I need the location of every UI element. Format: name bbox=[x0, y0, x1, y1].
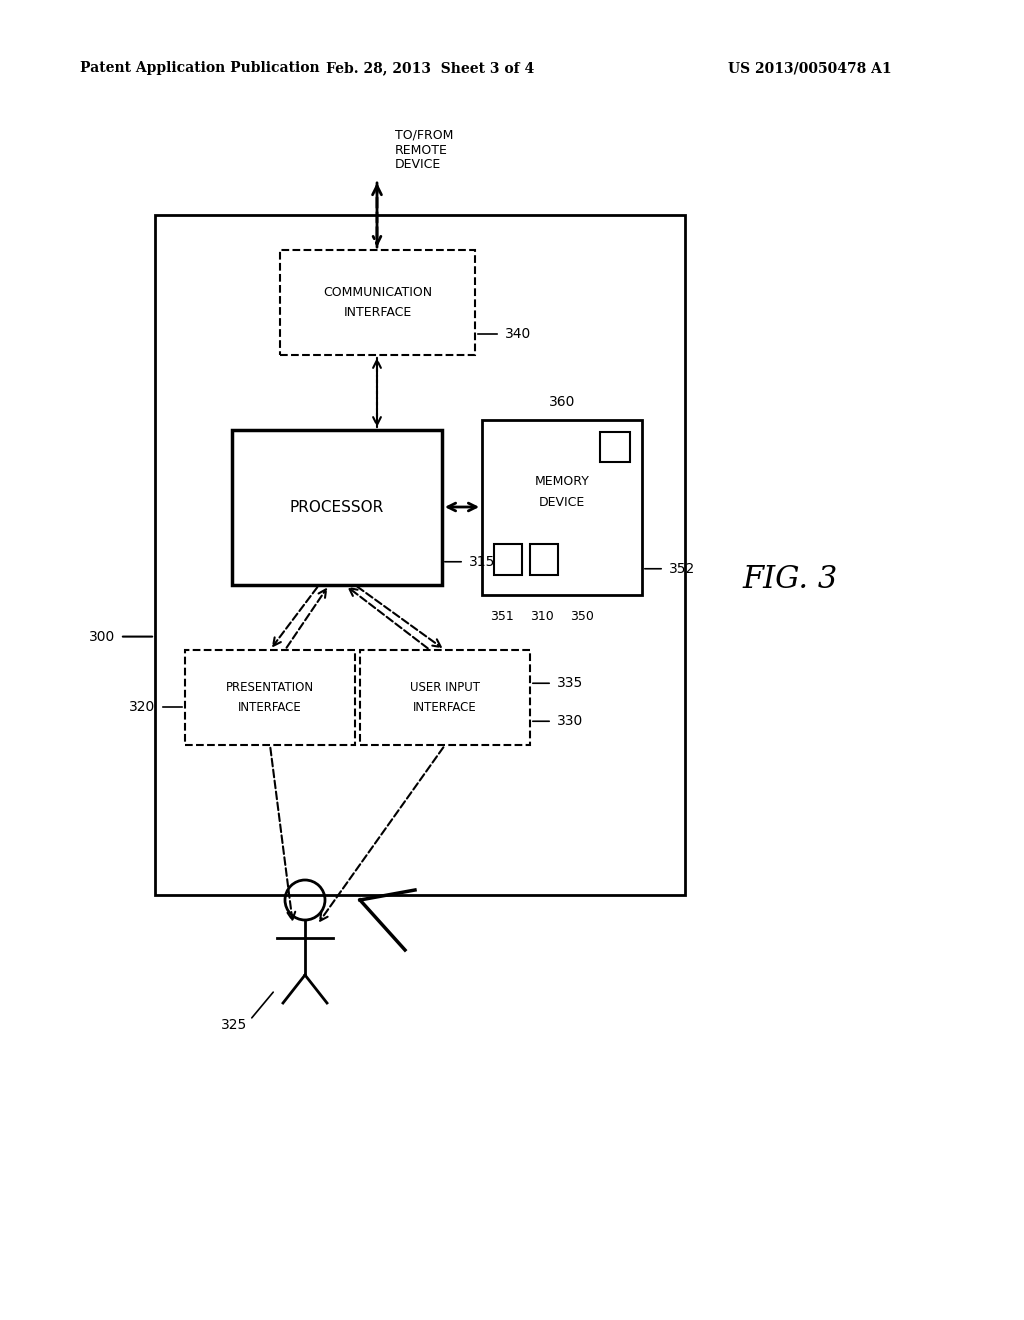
Text: PRESENTATION: PRESENTATION bbox=[226, 681, 314, 694]
Text: 330: 330 bbox=[557, 714, 584, 729]
Bar bbox=[494, 544, 522, 576]
Bar bbox=[600, 432, 630, 462]
Text: DEVICE: DEVICE bbox=[395, 158, 441, 172]
Bar bbox=[360, 649, 530, 744]
Bar bbox=[482, 420, 642, 595]
Text: COMMUNICATION: COMMUNICATION bbox=[323, 286, 432, 300]
Text: FIG. 3: FIG. 3 bbox=[742, 565, 838, 595]
Text: INTERFACE: INTERFACE bbox=[239, 701, 302, 714]
Bar bbox=[280, 249, 475, 355]
Text: 320: 320 bbox=[129, 700, 155, 714]
Text: MEMORY: MEMORY bbox=[535, 475, 590, 488]
Text: 310: 310 bbox=[530, 610, 554, 623]
Text: PROCESSOR: PROCESSOR bbox=[290, 500, 384, 515]
Text: Patent Application Publication: Patent Application Publication bbox=[80, 61, 319, 75]
Text: 315: 315 bbox=[469, 554, 496, 569]
Text: TO/FROM: TO/FROM bbox=[395, 128, 454, 141]
Text: 352: 352 bbox=[669, 562, 695, 576]
Text: 335: 335 bbox=[557, 676, 584, 690]
Text: DEVICE: DEVICE bbox=[539, 496, 585, 508]
Text: INTERFACE: INTERFACE bbox=[343, 306, 412, 319]
Text: INTERFACE: INTERFACE bbox=[413, 701, 477, 714]
Text: 350: 350 bbox=[570, 610, 594, 623]
Text: USER INPUT: USER INPUT bbox=[410, 681, 480, 694]
Text: Feb. 28, 2013  Sheet 3 of 4: Feb. 28, 2013 Sheet 3 of 4 bbox=[326, 61, 535, 75]
Text: US 2013/0050478 A1: US 2013/0050478 A1 bbox=[728, 61, 892, 75]
Text: 325: 325 bbox=[221, 1018, 247, 1032]
Text: 351: 351 bbox=[490, 610, 514, 623]
Bar bbox=[155, 215, 685, 895]
Text: 300: 300 bbox=[89, 630, 115, 644]
Bar bbox=[530, 544, 558, 576]
Bar bbox=[232, 430, 442, 585]
Bar bbox=[185, 649, 355, 744]
Text: 340: 340 bbox=[505, 327, 531, 341]
Text: 360: 360 bbox=[549, 395, 575, 409]
Text: REMOTE: REMOTE bbox=[395, 144, 447, 157]
